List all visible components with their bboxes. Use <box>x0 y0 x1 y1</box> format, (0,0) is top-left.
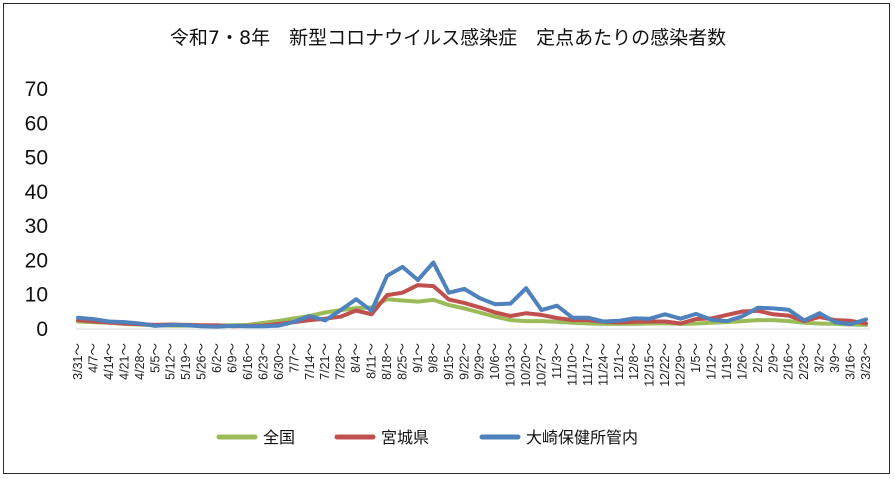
x-axis: 3/31〜 4/7〜 4/14〜 4/21〜 4/28〜 5/5〜 5/12〜 5/19〜 5/… <box>71 343 873 387</box>
x-tick-label: 7/28〜 <box>334 343 348 380</box>
x-tick-label: 12/1〜 <box>612 343 626 380</box>
x-tick-label: 6/9〜 <box>226 343 240 373</box>
x-tick-label: 11/24〜 <box>596 343 610 386</box>
x-tick-label: 12/29〜 <box>674 343 688 387</box>
x-tick-label: 6/23〜 <box>256 343 270 380</box>
chart-frame <box>3 3 890 474</box>
x-tick-label: 8/18〜 <box>380 343 394 380</box>
x-tick-label: 10/27〜 <box>535 343 549 387</box>
x-tick-label: 7/14〜 <box>303 343 317 380</box>
legend: 全国 宮城県 大崎保健所管内 <box>216 428 638 447</box>
x-tick-label: 4/21〜 <box>117 343 131 380</box>
y-tick-label: 70 <box>25 78 48 101</box>
x-tick-label: 2/2〜 <box>751 343 765 373</box>
x-tick-label: 9/8〜 <box>426 343 440 373</box>
x-tick-label: 5/19〜 <box>179 343 193 380</box>
x-tick-label: 3/9〜 <box>828 343 842 373</box>
y-tick-label: 30 <box>25 215 48 238</box>
x-tick-label: 12/8〜 <box>627 343 641 380</box>
x-tick-label: 3/2〜 <box>813 343 827 373</box>
x-tick-label: 4/14〜 <box>102 343 116 380</box>
x-tick-label: 9/22〜 <box>457 343 471 380</box>
series-line-2 <box>76 260 868 329</box>
x-tick-label: 8/11〜 <box>365 343 379 379</box>
chart-title: 令和7・8年 新型コロナウイルス感染症 定点あたりの感染者数 <box>170 27 726 49</box>
x-tick-label: 1/19〜 <box>720 343 734 380</box>
x-tick-label: 6/30〜 <box>272 343 286 380</box>
x-tick-label: 10/13〜 <box>504 343 518 387</box>
y-tick-label: 60 <box>25 112 48 135</box>
x-tick-label: 6/16〜 <box>241 343 255 380</box>
x-tick-label: 1/26〜 <box>735 343 749 380</box>
x-tick-label: 9/15〜 <box>442 343 456 380</box>
y-axis: 0 10 20 30 40 50 60 70 <box>25 78 48 341</box>
x-tick-label: 4/7〜 <box>86 343 100 373</box>
x-tick-label: 8/25〜 <box>395 343 409 380</box>
y-tick-label: 20 <box>25 249 48 272</box>
x-tick-label: 5/26〜 <box>195 343 209 380</box>
x-tick-label: 12/22〜 <box>658 343 672 387</box>
x-tick-label: 5/5〜 <box>148 343 162 373</box>
x-tick-label: 2/16〜 <box>782 343 796 380</box>
x-tick-label: 10/6〜 <box>488 343 502 380</box>
x-tick-label: 3/23〜 <box>859 343 873 380</box>
x-tick-label: 1/12〜 <box>704 343 718 380</box>
x-tick-label: 11/17〜 <box>581 343 595 386</box>
x-tick-label: 4/28〜 <box>133 343 147 380</box>
x-tick-label: 2/23〜 <box>797 343 811 380</box>
x-tick-label: 7/7〜 <box>287 343 301 373</box>
x-tick-label: 11/3〜 <box>550 343 564 379</box>
x-tick-label: 10/20〜 <box>519 343 533 387</box>
y-tick-label: 50 <box>25 147 48 170</box>
series-group <box>76 260 868 329</box>
x-tick-label: 8/4〜 <box>349 343 363 373</box>
x-tick-label: 3/16〜 <box>844 343 858 380</box>
x-tick-label: 9/29〜 <box>473 343 487 380</box>
legend-label: 大崎保健所管内 <box>526 428 638 447</box>
x-tick-label: 3/31〜 <box>71 343 85 380</box>
x-tick-label: 1/5〜 <box>689 343 703 373</box>
x-tick-label: 12/15〜 <box>643 343 657 387</box>
x-tick-label: 7/21〜 <box>318 343 332 380</box>
legend-label: 宮城県 <box>381 428 429 447</box>
y-tick-label: 40 <box>25 181 48 204</box>
x-tick-label: 2/9〜 <box>766 343 780 373</box>
x-tick-label: 11/10〜 <box>565 343 579 386</box>
legend-label: 全国 <box>263 428 295 447</box>
y-tick-label: 10 <box>25 284 48 307</box>
x-tick-label: 9/1〜 <box>411 343 425 373</box>
x-tick-label: 5/12〜 <box>164 343 178 380</box>
x-tick-label: 6/2〜 <box>210 343 224 373</box>
y-tick-label: 0 <box>36 318 48 341</box>
